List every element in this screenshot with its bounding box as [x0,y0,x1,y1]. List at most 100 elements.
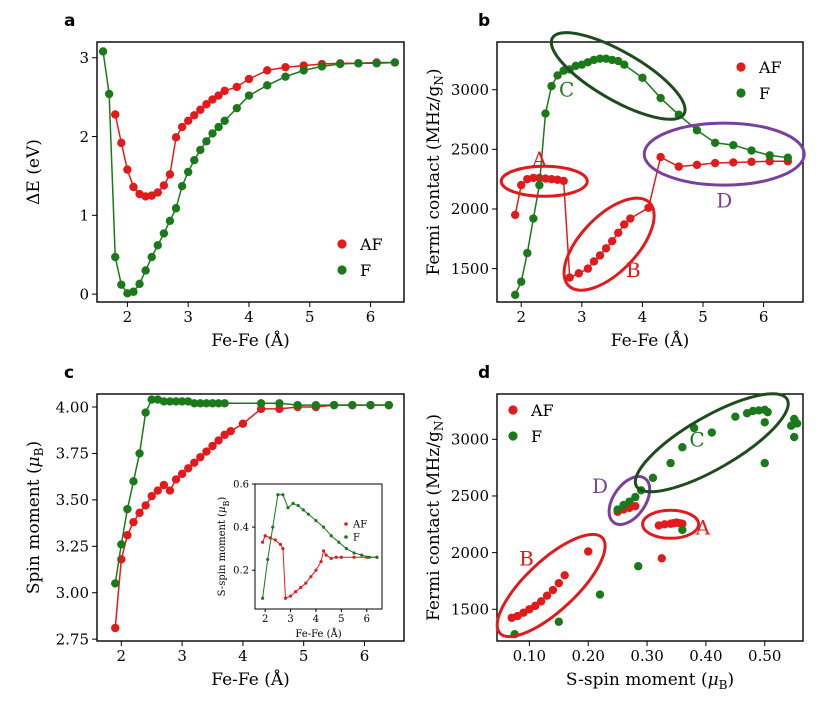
data-point-F [306,512,310,516]
data-point-F [111,579,120,588]
group-label-D: D [716,189,732,213]
series-line-AF [114,61,395,198]
data-point-F [789,432,799,442]
data-point-AF [177,122,187,132]
group-ellipse-B [562,196,656,292]
y-tick-label: 0 [79,285,89,303]
data-point-AF [765,157,774,166]
y-tick-label: 3 [79,49,89,67]
data-point-F [314,519,318,523]
data-point-AF [329,556,333,560]
data-point-AF [208,95,217,104]
data-point-F [366,400,375,410]
data-point-F [678,525,687,535]
panel-b: 2 3 4 5 6 1500 2000 2500 3000 Fe-Fe (Å) Fermi cont… [424,11,806,351]
data-point-F [159,229,169,238]
data-point-AF [171,475,181,484]
data-point-AF [278,542,282,546]
data-point-F [261,596,265,600]
x-axis-label: Fe-Fe (Å) [211,669,290,690]
data-point-F [111,252,120,262]
data-point-AF [747,157,756,167]
series-line-F [102,51,395,295]
data-point-F [171,204,181,213]
x-tick-label: 4 [238,647,248,665]
panel-d: 0.10 0.20 0.30 0.40 0.50 1500 2000 2500 3000 S-sp… [424,363,804,692]
data-point-F [344,547,349,551]
data-point-AF [565,273,574,282]
data-point-F [276,493,280,497]
data-point-F [783,153,793,162]
inset-background [255,484,382,609]
group-label-A: A [695,516,711,540]
data-point-F [390,58,400,67]
data-point-F [517,277,526,286]
data-point-F [648,473,658,483]
data-point-F [384,400,394,410]
data-point-AF [613,228,623,238]
data-point-AF [620,220,629,229]
data-point-AF [559,176,568,186]
panel-a: 2 3 4 5 6 0 1 2 3 Fe-Fe (Å) ΔE (eV) a AF F [24,11,405,351]
data-point-AF [529,173,538,183]
data-point-F [301,508,305,512]
data-point-AF [678,519,687,528]
y-tick-label: 3.50 [56,491,89,509]
data-point-F [281,72,290,81]
data-point-F [129,477,138,486]
data-point-AF [263,66,272,75]
data-point-F [208,399,217,408]
series-line-AF [262,535,377,599]
data-point-AF [339,555,343,559]
data-point-AF [263,534,267,538]
data-point-F [266,557,270,562]
data-point-AF [547,174,556,184]
data-point-F [141,266,150,275]
data-point-AF [554,579,563,588]
legend-label-F: F [353,533,360,544]
x-tick-label: 5 [299,647,309,665]
x-tick-label: 6 [366,308,376,326]
data-point-F [595,54,605,63]
data-point-F [625,497,634,506]
data-point-AF [111,110,120,119]
y-tick-label: 2500 [451,141,489,159]
data-point-AF [165,486,175,495]
data-point-F [190,399,199,408]
data-point-F [375,555,379,559]
data-point-AF [171,133,181,142]
data-point-F [510,290,520,300]
plot-frame [96,41,405,303]
data-point-AF [147,491,156,501]
data-point-AF [190,111,199,120]
data-point-F [256,399,266,408]
data-point-F [348,400,357,410]
data-point-AF [319,559,323,564]
data-point-AF [314,568,318,572]
legend-marker-F [344,535,348,539]
data-point-AF [261,540,265,544]
data-point-AF [220,430,229,440]
legend-marker-AF [344,522,348,526]
x-axis-label: Fe-Fe (Å) [211,330,290,351]
group-ellipse-A [499,164,589,198]
data-point-F [232,103,242,113]
data-point-AF [321,549,326,553]
x-axis-label: S-spin moment (μB) [566,670,734,692]
data-point-AF [536,597,546,606]
group-ellipse-A [641,508,701,540]
data-point-F [244,91,254,100]
data-point-F [117,540,126,549]
data-point-AF [657,554,666,563]
data-point-AF [729,158,738,167]
data-point-F [729,140,738,150]
data-point-F [153,241,162,250]
data-point-F [747,146,756,155]
data-point-F [554,617,563,626]
data-point-F [281,493,285,497]
data-point-AF [111,623,120,633]
y-tick-label: 0.4 [233,523,249,534]
x-tick-label: 6 [759,308,769,326]
y-axis-label: Fermi contact (MHz/gN) [424,414,446,621]
data-point-F [631,492,640,502]
